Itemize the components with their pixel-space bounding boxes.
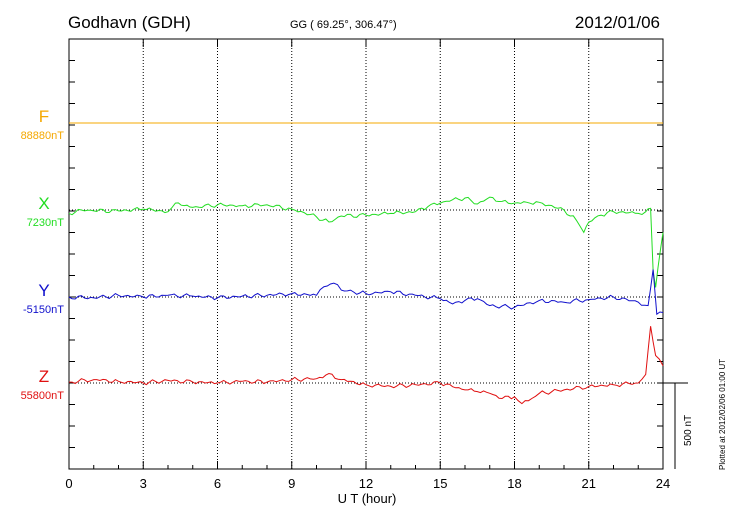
- series-name-Y: Y: [38, 281, 49, 300]
- series-name-Z: Z: [39, 367, 49, 386]
- station-coordinates: GG ( 69.25°, 306.47°): [290, 19, 397, 31]
- x-tick-label-3: 3: [140, 476, 147, 491]
- station-title: Godhavn (GDH): [68, 13, 191, 32]
- x-tick-label-6: 6: [214, 476, 221, 491]
- scale-bar-label: 500 nT: [683, 415, 694, 446]
- series-baseline-F: 88880nT: [21, 130, 65, 142]
- x-tick-labels: 0 3 6 9 12 15 18 21 24: [65, 476, 670, 491]
- series-name-F: F: [39, 107, 49, 126]
- x-tick-label-24: 24: [656, 476, 670, 491]
- x-tick-label-12: 12: [359, 476, 373, 491]
- x-tick-label-15: 15: [433, 476, 447, 491]
- series-baseline-X: 7230nT: [27, 217, 65, 229]
- series-line-Y: [68, 269, 664, 316]
- series-baseline-Z: 55800nT: [21, 390, 65, 402]
- series-labels: F 88880nT X 7230nT Y -5150nT Z 55800nT: [21, 107, 65, 402]
- series-lines: [68, 122, 664, 405]
- series-line-X: [68, 196, 664, 288]
- plotted-at-note: Plotted at 2012/02/06 01:00 UT: [718, 359, 727, 470]
- vertical-grid: [142, 39, 590, 469]
- x-tick-label-21: 21: [582, 476, 596, 491]
- x-tick-label-9: 9: [288, 476, 295, 491]
- plot-frame: [68, 38, 664, 470]
- series-name-X: X: [38, 194, 49, 213]
- series-line-Z: [69, 326, 664, 405]
- chart-date: 2012/01/06: [575, 13, 660, 32]
- scale-bar: [663, 382, 688, 469]
- x-axis-label: U T (hour): [338, 491, 397, 506]
- x-tick-label-0: 0: [65, 476, 72, 491]
- axis-ticks: [68, 39, 664, 469]
- x-tick-label-18: 18: [507, 476, 521, 491]
- series-baseline-Y: -5150nT: [23, 304, 64, 316]
